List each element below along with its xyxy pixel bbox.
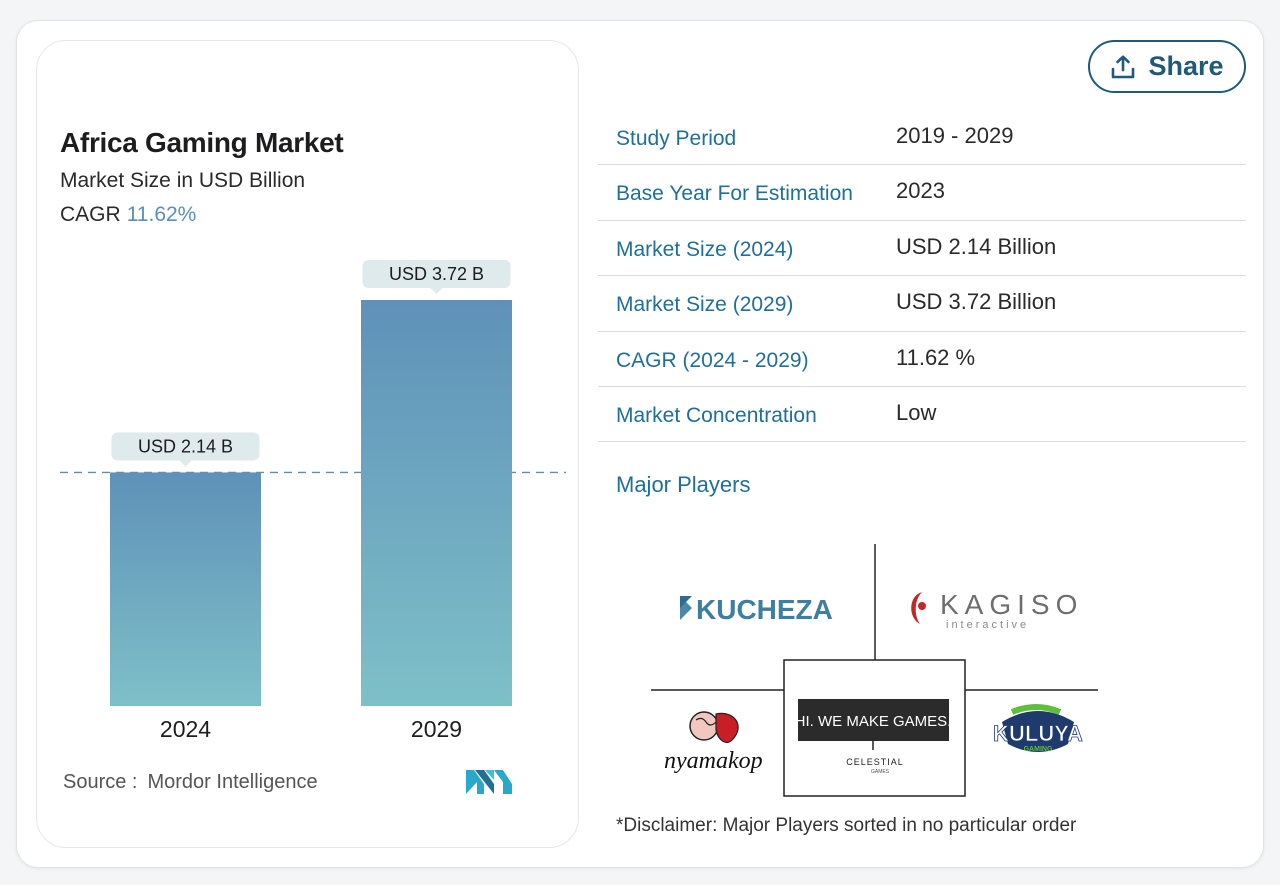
bar-2029 <box>361 300 512 706</box>
cagr-value: 11.62% <box>126 203 197 226</box>
major-players-title: Major Players <box>616 472 751 497</box>
cagr-label: CAGR <box>60 203 121 226</box>
data-label-bubble <box>111 432 260 461</box>
upload-share-icon <box>1112 55 1135 78</box>
kagiso-logo: KAGISO interactive <box>911 589 1083 631</box>
hwmg-wordmark: HI. WE MAKE GAMES. <box>795 713 952 730</box>
x-tick-label: 2024 <box>160 716 211 742</box>
kagiso-subtext: interactive <box>946 619 1029 631</box>
table-row: CAGR (2024 - 2029) 11.62 % <box>598 332 1246 387</box>
major-players-logos: KUCHEZA KAGISO interactive nyamakop HI. … <box>651 544 1098 797</box>
kucheza-wordmark: KUCHEZA <box>696 594 833 625</box>
row-label: Base Year For Estimation <box>616 182 853 206</box>
bar-2024 <box>110 472 261 706</box>
mordor-intelligence-logo <box>466 770 512 794</box>
share-label: Share <box>1148 51 1224 81</box>
nyamakop-logo: nyamakop <box>664 711 763 774</box>
row-label: CAGR (2024 - 2029) <box>616 348 809 372</box>
market-info-table: Study Period 2019 - 2029 Base Year For E… <box>598 110 1246 443</box>
celestial-subtext: GAMES <box>871 769 890 775</box>
table-row: Market Concentration Low <box>598 387 1246 443</box>
hi-we-make-games-logo: HI. WE MAKE GAMES. CELESTIAL GAMES <box>795 699 952 775</box>
kucheza-logo: KUCHEZA <box>680 594 833 625</box>
row-value: Low <box>896 399 937 425</box>
share-button[interactable]: Share <box>1088 40 1246 93</box>
chart-source: Source : Mordor Intelligence <box>63 771 318 794</box>
row-value: USD 2.14 Billion <box>896 233 1057 259</box>
data-label-pointer <box>430 288 443 294</box>
chart-title: Africa Gaming Market <box>60 127 344 158</box>
row-value: 2019 - 2029 <box>896 123 1014 148</box>
row-value: 2023 <box>896 178 945 204</box>
row-label: Market Size (2024) <box>616 237 794 261</box>
source-label: Source : <box>63 771 138 793</box>
nyamakop-wordmark: nyamakop <box>664 748 763 774</box>
data-label-pointer <box>179 460 192 467</box>
celestial-wordmark: CELESTIAL <box>846 757 904 767</box>
row-value: USD 3.72 Billion <box>896 289 1057 315</box>
row-label: Market Concentration <box>616 403 817 427</box>
kuluya-wordmark: KULUYA <box>993 721 1083 746</box>
source-name: Mordor Intelligence <box>147 771 318 793</box>
data-label: USD 3.72 B <box>389 264 484 284</box>
table-row: Market Size (2024) USD 2.14 Billion <box>598 221 1246 277</box>
cagr-summary: CAGR 11.62% <box>60 203 196 227</box>
row-label: Market Size (2029) <box>616 293 794 317</box>
chart-subtitle: Market Size in USD Billion <box>60 169 306 192</box>
bar-chart: USD 2.14 B 2024 USD 3.72 B 2029 <box>60 260 566 742</box>
row-value: 11.62 % <box>896 344 976 370</box>
disclaimer-text: *Disclaimer: Major Players sorted in no … <box>616 815 1077 836</box>
table-row: Base Year For Estimation 2023 <box>598 165 1246 221</box>
data-label-bubble <box>362 260 511 288</box>
kagiso-wordmark: KAGISO <box>940 589 1083 620</box>
kuluya-subtext: GAMING <box>1024 746 1053 753</box>
kuluya-logo: KULUYA GAMING <box>993 704 1083 753</box>
data-label: USD 2.14 B <box>138 436 233 456</box>
row-label: Study Period <box>616 127 737 150</box>
table-row: Market Size (2029) USD 3.72 Billion <box>598 276 1246 332</box>
x-tick-label: 2029 <box>411 716 462 742</box>
table-row: Study Period 2019 - 2029 <box>598 110 1246 166</box>
